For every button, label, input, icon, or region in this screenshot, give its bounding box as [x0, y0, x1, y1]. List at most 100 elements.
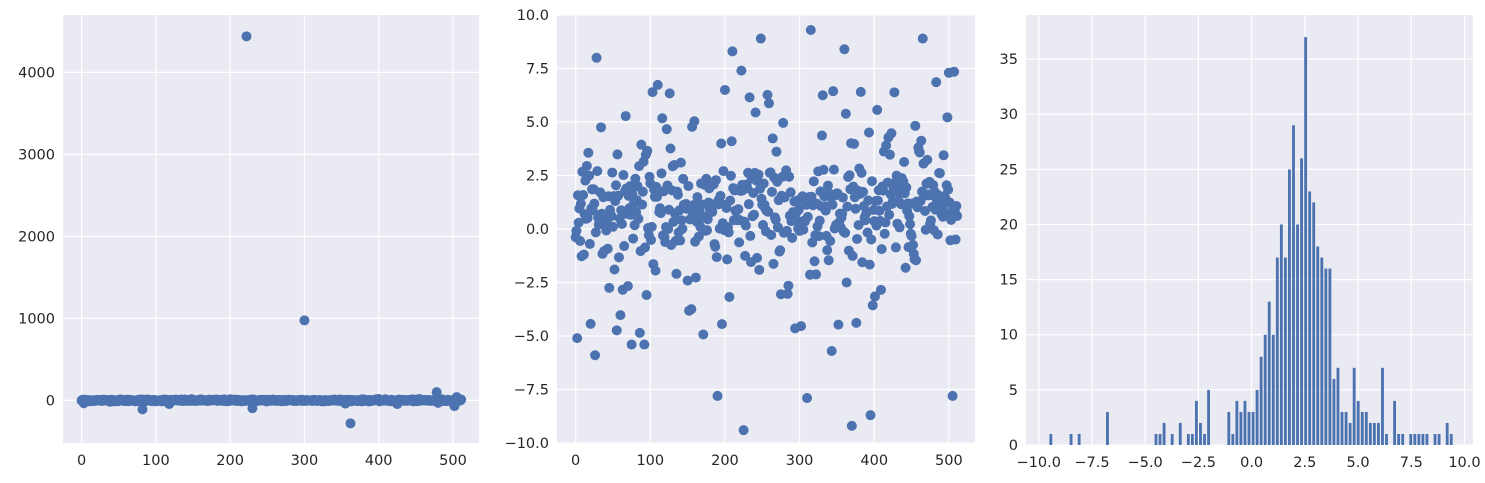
scatter-point: [641, 289, 652, 300]
scatter-point: [889, 87, 900, 98]
scatter-point: [642, 145, 653, 156]
x-tick-label: −2.5: [1181, 455, 1216, 471]
scatter-point-outlier: [431, 387, 442, 398]
scatter-point-outlier: [345, 418, 356, 429]
scatter-point: [647, 87, 658, 98]
scatter-point: [763, 98, 774, 109]
scatter-point: [952, 210, 963, 221]
x-tick-label: 500: [935, 453, 963, 469]
x-tick-label: 100: [142, 453, 170, 469]
scatter-point: [724, 292, 735, 303]
histogram-bar: [1421, 433, 1425, 445]
y-tick-label: 2.5: [526, 169, 549, 185]
scatter-point: [744, 92, 755, 103]
scatter-point: [880, 217, 891, 228]
y-tick-label: 25: [1000, 162, 1018, 178]
histogram-bar: [1320, 257, 1324, 445]
scatter-point: [864, 259, 875, 270]
scatter-point: [619, 241, 630, 252]
scatter-point: [740, 220, 751, 231]
scatter-point: [675, 157, 686, 168]
histogram-bar: [1413, 433, 1417, 445]
y-tick-label: 3000: [18, 147, 55, 163]
y-tick-label: −10.0: [505, 436, 549, 452]
scatter-point: [611, 325, 622, 336]
scatter-point: [869, 291, 880, 302]
scatter-point: [881, 140, 892, 151]
scatter-point: [814, 215, 825, 226]
scatter-point: [675, 235, 686, 246]
scatter-point: [745, 230, 756, 241]
scatter-point: [806, 191, 817, 202]
scatter-point: [661, 124, 672, 135]
scatter-point: [842, 201, 853, 212]
scatter-point: [646, 234, 657, 245]
scatter-point: [743, 199, 754, 210]
y-tick-label: −2.5: [514, 276, 549, 292]
scatter-point: [822, 245, 833, 256]
scatter-point-notable: [846, 420, 857, 431]
scatter-points: [76, 31, 467, 429]
scatter-point: [816, 130, 827, 141]
histogram-bar: [1279, 224, 1283, 445]
histogram-bar: [1340, 411, 1344, 445]
scatter-point-outlier: [451, 392, 462, 403]
histogram-bar: [1409, 433, 1413, 445]
histogram-bar: [1348, 422, 1352, 445]
histogram-bar: [1239, 411, 1243, 445]
histogram-bar: [1186, 433, 1190, 445]
scatter-point: [646, 221, 657, 232]
scatter-point-outlier: [247, 403, 258, 414]
scatter-point: [766, 186, 777, 197]
scatter-point: [840, 227, 851, 238]
x-tick-label: 0.0: [1240, 455, 1263, 471]
scatter-points: [570, 24, 963, 436]
histogram-bar: [1437, 433, 1441, 445]
x-tick-label: 10.0: [1448, 455, 1480, 471]
histogram-bar: [1154, 433, 1158, 445]
scatter-point: [683, 180, 694, 191]
histogram-bar: [1385, 433, 1388, 445]
scatter-point: [589, 198, 600, 209]
histogram-bar: [1336, 367, 1340, 445]
scatter-point: [657, 113, 668, 124]
scatter-point-notable: [727, 46, 738, 57]
scatter-point: [573, 217, 584, 228]
scatter-point: [864, 127, 875, 138]
scatter-point: [852, 233, 863, 244]
scatter-point: [596, 122, 607, 133]
scatter-point: [686, 304, 697, 315]
histogram-bar: [1425, 433, 1429, 445]
scatter-point: [840, 108, 851, 119]
scatter-point: [571, 225, 582, 236]
scatter-point: [690, 272, 701, 283]
scatter-point: [734, 237, 745, 248]
histogram-bar: [1247, 411, 1251, 445]
histogram-bar: [1049, 433, 1053, 445]
scatter-point: [875, 284, 886, 295]
scatter-point: [590, 227, 601, 238]
scatter-point: [725, 195, 736, 206]
histogram-bar: [1178, 422, 1182, 445]
scatter-point: [584, 238, 595, 249]
scatter-point: [833, 319, 844, 330]
scatter-point-notable: [590, 350, 601, 361]
scatter-point: [849, 138, 860, 149]
scatter-point: [922, 154, 933, 165]
histogram-bar: [1077, 433, 1081, 445]
histogram-bar: [1445, 422, 1449, 445]
scatter-point: [682, 275, 693, 286]
x-tick-label: 5.0: [1347, 455, 1370, 471]
scatter-point-outlier: [241, 31, 252, 42]
scatter-point: [615, 310, 626, 321]
scatter-point: [818, 164, 829, 175]
scatter-point: [778, 117, 789, 128]
histogram-bar: [1352, 367, 1356, 445]
scatter-point: [618, 170, 629, 181]
y-tick-label: 20: [1000, 217, 1018, 233]
scatter-point-notable: [626, 339, 637, 350]
histogram-bar: [1227, 411, 1231, 445]
scatter-point: [844, 170, 855, 181]
scatter-point: [828, 86, 839, 97]
scatter-point: [894, 222, 905, 233]
